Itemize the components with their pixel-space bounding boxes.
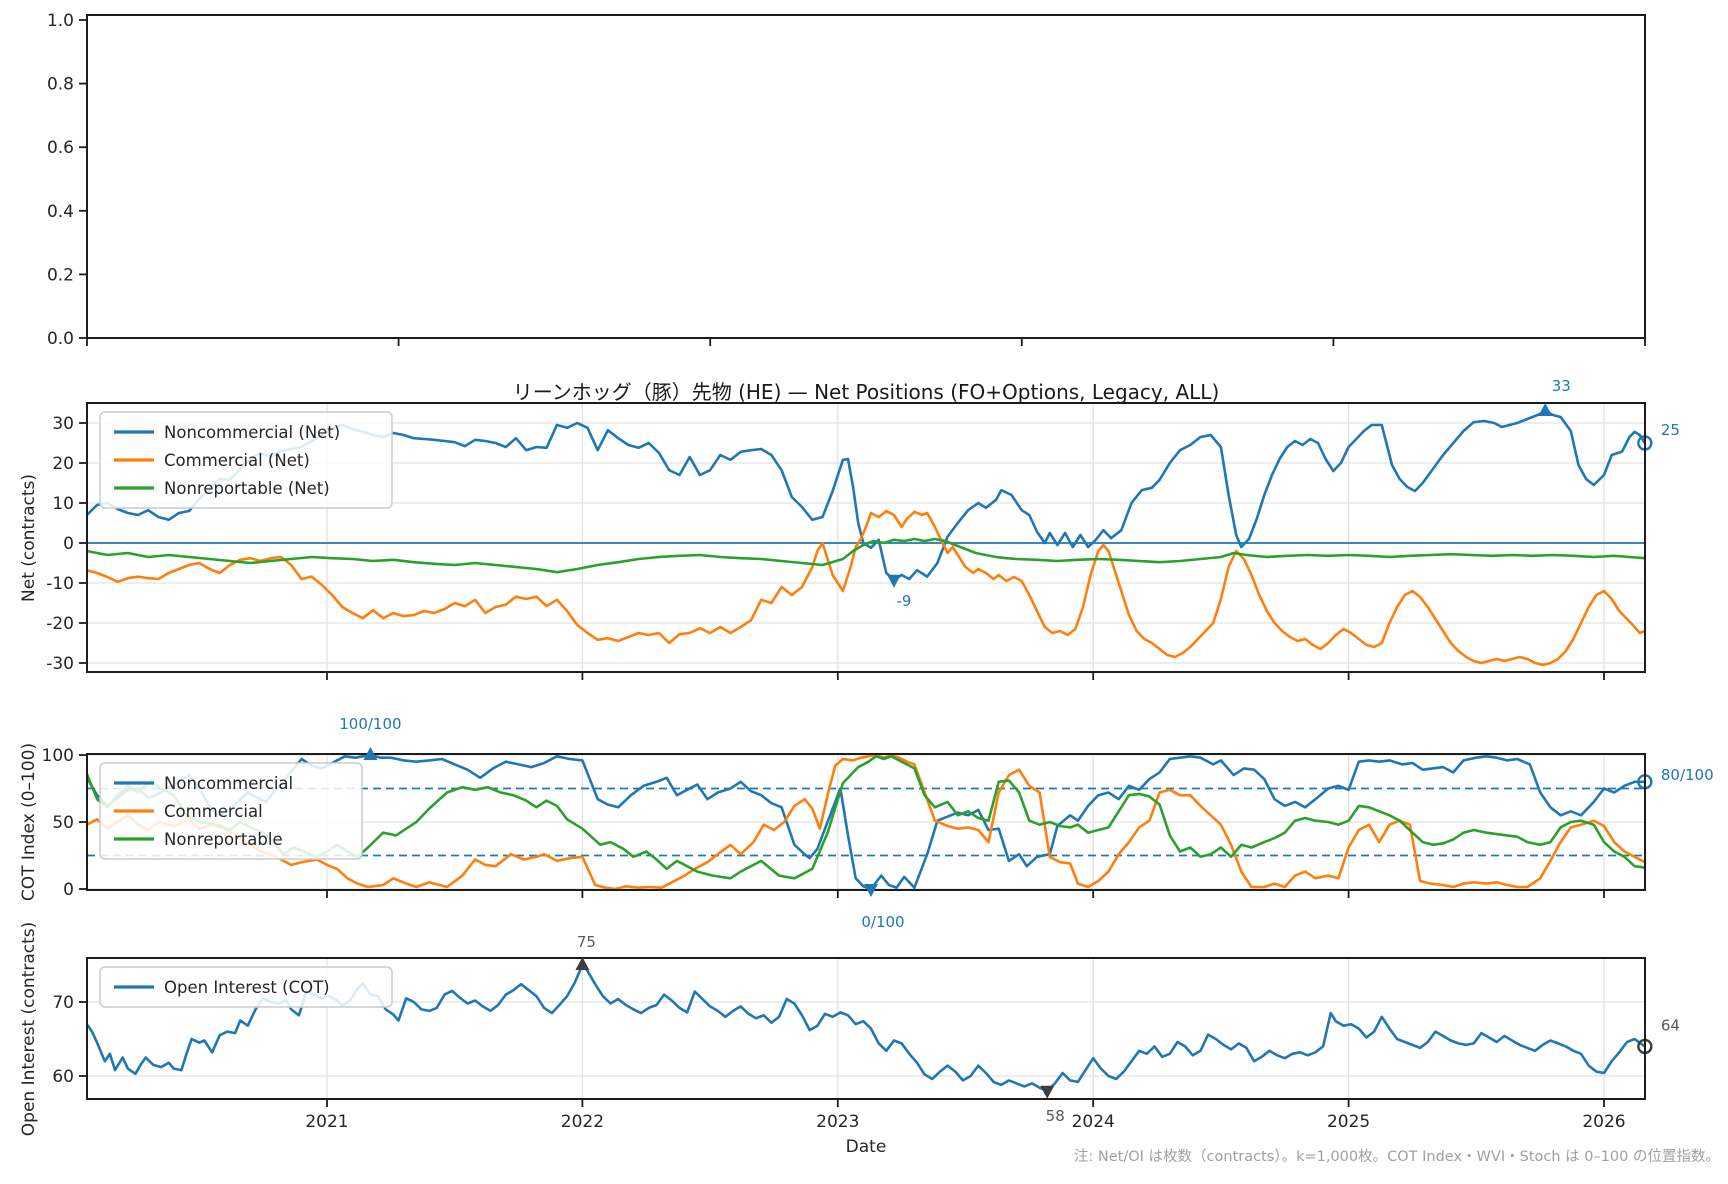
plot-frame — [86, 14, 1646, 339]
plots-container: 1.00.80.60.40.20.03020100-10-20-30Noncom… — [42, 11, 1714, 1132]
annotation-label: 80/100 — [1661, 766, 1714, 784]
subplot-cot: 100 50 0 Noncommercial Commercial Nonreportab… — [42, 715, 1714, 931]
y-tick-label: 0.2 — [47, 265, 74, 285]
annotation-label: 64 — [1661, 1016, 1680, 1034]
plot-frame — [86, 402, 1646, 673]
y-tick-label: 20 — [52, 454, 74, 474]
y-axis-label-cot-index: COT Index (0–100) — [19, 743, 39, 901]
y-tick-label: 0 — [63, 880, 74, 900]
peak-marker-up-icon — [363, 747, 378, 760]
y-tick-label: 0 — [63, 534, 74, 554]
legend-box — [99, 966, 393, 1008]
legend-box — [99, 762, 363, 860]
x-tick-label: 2023 — [816, 1112, 859, 1132]
legend-label: Commercial (Net) — [164, 451, 310, 470]
subplot-oi: 70 60 Open Interest (COT) 75 58 64 — [52, 933, 1680, 1125]
peak-marker-up-icon — [1538, 403, 1553, 416]
series-line-noncommercial — [87, 754, 1645, 890]
x-tick-label: 2026 — [1582, 1112, 1625, 1132]
subplot-net: 30 20 10 0 -10 -20 -30 Noncommercial (Net) Comme… — [46, 377, 1680, 680]
legend-box — [99, 411, 393, 509]
subplot-empty: 1.0 0.8 0.6 0.4 0.2 0.0 — [47, 11, 1646, 349]
annotation-label: -9 — [897, 592, 912, 610]
legend-label: Commercial — [164, 802, 263, 821]
x-axis-label: Date — [846, 1137, 887, 1157]
legend-label: Nonreportable — [164, 830, 283, 849]
y-tick-label: 10 — [52, 494, 74, 514]
annotation-label: 0/100 — [861, 913, 904, 931]
trough-marker-down-icon — [886, 574, 901, 588]
x-tick-label: 2024 — [1072, 1112, 1115, 1132]
y-tick-label: -30 — [46, 654, 74, 674]
legend-label: Noncommercial (Net) — [164, 423, 340, 442]
legend-label: Noncommercial — [164, 774, 293, 793]
series-line-commercial-net- — [87, 509, 1645, 667]
annotation-label: 58 — [1046, 1107, 1065, 1125]
x-axis-labels: 2021 2022 2023 2024 2025 2026 — [305, 1112, 1625, 1132]
annotation-label: 33 — [1552, 377, 1571, 395]
y-tick-label: 60 — [52, 1067, 74, 1087]
y-axis-label-net: Net (contracts) — [19, 474, 39, 602]
annotation-label: 75 — [577, 933, 596, 951]
y-axis-label-open-interest: Open Interest (contracts) — [19, 922, 39, 1136]
y-tick-label: 50 — [52, 813, 74, 833]
chart-title: リーンホッグ（豚）先物 (HE) — Net Positions (FO+Opt… — [513, 380, 1220, 404]
annotation-label: 100/100 — [339, 715, 401, 733]
y-tick-label: 0.0 — [47, 329, 74, 349]
x-tick-label: 2025 — [1327, 1112, 1370, 1132]
legend-label: Nonreportable (Net) — [164, 479, 330, 498]
y-tick-label: 0.6 — [47, 138, 74, 158]
x-tick-label: 2022 — [561, 1112, 604, 1132]
peak-marker-up-icon — [575, 957, 590, 970]
plot-frame — [86, 957, 1646, 1100]
annotation-label: 25 — [1661, 421, 1680, 439]
y-tick-label: -10 — [46, 574, 74, 594]
trough-marker-down-icon — [864, 884, 879, 897]
legend-label: Open Interest (COT) — [164, 978, 330, 997]
trough-marker-down-icon — [1040, 1085, 1055, 1099]
y-tick-label: 0.4 — [47, 202, 74, 222]
x-tick-label: 2021 — [305, 1112, 348, 1132]
footnote: 注: Net/OI は枚数（contracts）。k=1,000枚。COT In… — [1074, 1148, 1720, 1165]
y-tick-label: 1.0 — [47, 11, 74, 31]
series-line-nonreportable-net- — [87, 537, 1645, 574]
y-tick-label: 0.8 — [47, 75, 74, 95]
y-tick-label: 30 — [52, 414, 74, 434]
y-tick-label: -20 — [46, 614, 74, 634]
y-tick-label: 100 — [42, 746, 74, 766]
y-tick-label: 70 — [52, 993, 74, 1013]
